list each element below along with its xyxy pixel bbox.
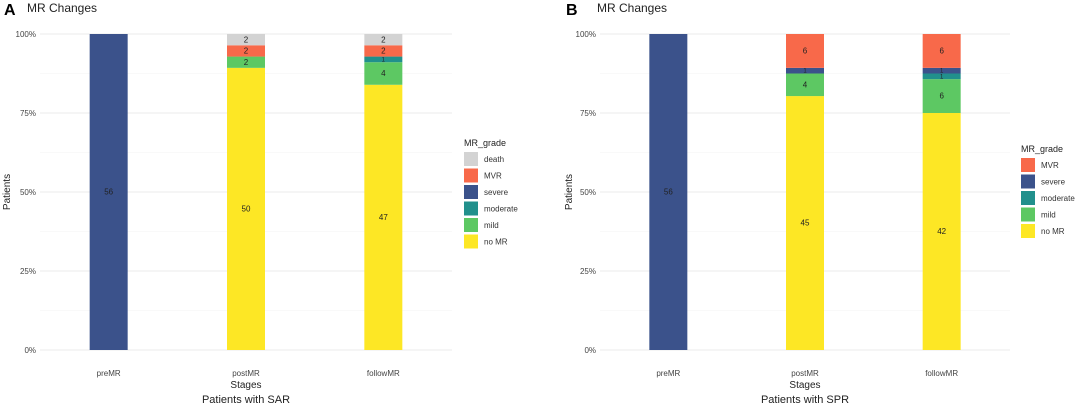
x-tick-label: postMR (232, 369, 260, 378)
legend-swatch (1021, 224, 1035, 238)
bar-segment-mvr (786, 34, 824, 68)
data-label: 42 (937, 227, 946, 236)
caption: Patients with SPR (761, 394, 849, 406)
legend-item-label: no MR (484, 238, 508, 247)
bar-segment-no-mr (922, 113, 961, 350)
legend-swatch (464, 152, 478, 166)
data-label: 6 (939, 47, 944, 56)
legend-item-label: no MR (1041, 227, 1065, 236)
legend-item-label: MVR (1041, 161, 1059, 170)
chart-title: MR Changes (27, 1, 97, 15)
bar-segment-severe (649, 34, 688, 350)
data-label: 2 (381, 35, 386, 44)
legend-item-label: mild (484, 221, 499, 230)
data-label: 6 (803, 47, 808, 56)
data-label: 45 (801, 219, 810, 228)
legend-swatch (1021, 191, 1035, 205)
data-label: 50 (242, 205, 251, 214)
bar-segment-mvr (227, 45, 265, 57)
x-tick-label: followMR (925, 369, 958, 378)
chart-panel-a: A MR Changes 0% 25% 50% 75% 100% preMR postMR fol… (2, 1, 518, 406)
legend-swatch (1021, 207, 1035, 222)
y-tick-label: 75% (580, 109, 596, 118)
x-tick-label: preMR (97, 369, 121, 378)
legend-swatch (1021, 174, 1035, 189)
legend-title: MR_grade (1021, 144, 1063, 154)
bar-segment-mvr (922, 34, 961, 68)
bar-segment-severe (89, 34, 128, 350)
data-label: 6 (939, 92, 944, 101)
y-axis-label: Patients (564, 174, 575, 210)
x-axis-label: Stages (230, 380, 261, 391)
legend-item-label: severe (1041, 178, 1066, 187)
legend-item-label: moderate (1041, 194, 1075, 203)
legend-item-label: MVR (484, 172, 502, 181)
bar-segment-no-mr (227, 67, 265, 350)
y-tick-label: 100% (576, 30, 596, 39)
y-axis-label: Patients (2, 174, 13, 210)
data-label: 56 (664, 188, 673, 197)
legend-swatch (464, 234, 478, 249)
panel-label: A (4, 2, 16, 19)
bar-segment-moderate (364, 56, 403, 63)
legend-swatch (1021, 158, 1035, 172)
y-tick-label: 0% (584, 346, 596, 355)
bar-segment-severe (786, 67, 824, 74)
y-tick-label: 75% (20, 109, 36, 118)
data-label: 1 (940, 74, 944, 80)
legend-swatch (464, 185, 478, 199)
legend-item-label: mild (1041, 211, 1056, 220)
data-label: 2 (244, 47, 249, 56)
bar-segment-death (364, 34, 403, 46)
data-label: 2 (381, 47, 386, 56)
bar-segment-mvr (364, 45, 403, 57)
data-label: 2 (244, 58, 249, 67)
x-tick-label: preMR (656, 369, 680, 378)
bar-segment-death (227, 34, 265, 46)
legend-swatch (464, 218, 478, 232)
data-label: 2 (244, 35, 249, 44)
data-label: 1 (803, 69, 807, 75)
data-label: 47 (379, 213, 388, 222)
bar-segment-mild (364, 62, 403, 85)
data-label: 4 (381, 69, 386, 78)
x-tick-label: postMR (791, 369, 819, 378)
legend-item-label: severe (484, 188, 509, 197)
legend-item-label: death (484, 155, 504, 164)
bar-segment-mild (786, 73, 824, 97)
y-tick-label: 100% (16, 30, 36, 39)
bar-segment-severe (922, 67, 961, 74)
chart-title: MR Changes (597, 1, 667, 15)
x-tick-label: followMR (367, 369, 400, 378)
bar-segment-mild (922, 79, 961, 113)
caption: Patients with SAR (202, 394, 290, 406)
legend-title: MR_grade (464, 138, 506, 148)
legend: MR_grade MVR severe moderate mild no MR (1021, 144, 1075, 238)
chart-panel-b: B MR Changes 0% 25% 50% 75% 100% preMR postMR fol… (564, 1, 1075, 406)
bar-segment-no-mr (786, 96, 824, 350)
data-label: 56 (104, 188, 113, 197)
y-tick-label: 0% (24, 346, 36, 355)
x-axis-label: Stages (789, 380, 820, 391)
data-label: 4 (803, 80, 808, 89)
legend-swatch (464, 168, 478, 183)
bar-segment-mild (227, 56, 265, 68)
y-tick-label: 50% (20, 188, 36, 197)
data-label: 1 (382, 57, 386, 63)
bar-segment-moderate (922, 73, 961, 80)
bar-segment-no-mr (364, 84, 403, 351)
legend-item-label: moderate (484, 205, 518, 214)
y-tick-label: 25% (20, 267, 36, 276)
y-tick-label: 50% (580, 188, 596, 197)
panel-label: B (566, 2, 578, 19)
legend-swatch (464, 201, 478, 216)
y-tick-label: 25% (580, 267, 596, 276)
data-label: 1 (940, 69, 944, 75)
